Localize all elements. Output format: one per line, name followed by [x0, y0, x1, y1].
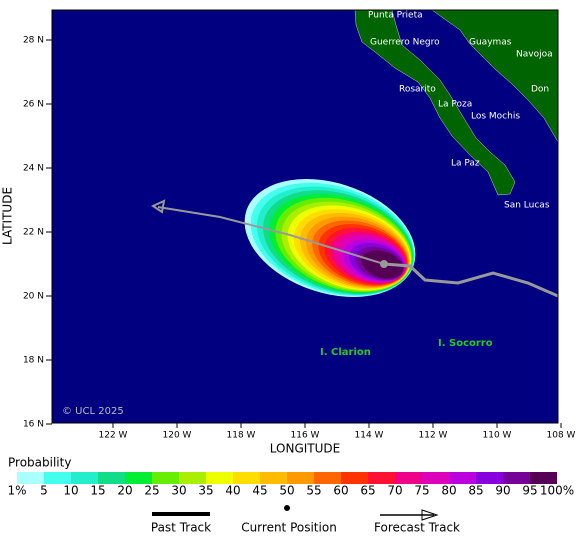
legend-label: 15 [90, 484, 105, 498]
current-position [380, 260, 388, 268]
legend-label: 55 [306, 484, 321, 498]
labels: Punta Prieta Guerrero Negro Guaymas Navo… [1, 11, 553, 535]
legend-label: 95 [522, 484, 537, 498]
legend-swatch [233, 472, 260, 484]
lon-tick-label: 112 W [419, 431, 448, 441]
key-current: Current Position [241, 521, 337, 535]
legend-label: 30 [171, 484, 186, 498]
legend-label: 65 [360, 484, 375, 498]
legend-label: 100% [540, 484, 574, 498]
island: I. Socorro [438, 338, 493, 349]
legend-swatch [476, 472, 503, 484]
legend-swatch [44, 472, 71, 484]
legend-label: 80 [441, 484, 456, 498]
y-axis-label: LATITUDE [1, 187, 15, 245]
legend-swatch [395, 472, 422, 484]
legend-label: 85 [468, 484, 483, 498]
legend-swatch [368, 472, 395, 484]
legend-label: 5 [40, 484, 48, 498]
lon-tick-label: 108 W [547, 431, 576, 441]
legend-title: Probability [8, 456, 71, 470]
key-past: Past Track [151, 521, 211, 535]
forecast-track [157, 206, 385, 265]
forecast-arrow [150, 199, 166, 214]
place: Los Mochis [471, 112, 520, 122]
place: La Poza [438, 100, 472, 110]
island: I. Clarion [320, 347, 371, 358]
legend-label: 70 [387, 484, 402, 498]
place: Don [531, 85, 549, 95]
legend-swatch [314, 472, 341, 484]
legend-label: 20 [117, 484, 132, 498]
legend-swatch [422, 472, 449, 484]
place: Punta Prieta [368, 11, 423, 21]
legend-swatch [260, 472, 287, 484]
legend-swatch [503, 472, 530, 484]
lat-tick-label: 26 N [23, 100, 44, 110]
place: Navojoa [516, 50, 553, 60]
credit: © UCL 2025 [62, 406, 124, 417]
legend-swatch [71, 472, 98, 484]
legend-label: 25 [144, 484, 159, 498]
legend-swatch [152, 472, 179, 484]
legend-swatch [287, 472, 314, 484]
legend-label: 35 [198, 484, 213, 498]
legend-label: 50 [279, 484, 294, 498]
legend-swatch [206, 472, 233, 484]
legend-swatch [341, 472, 368, 484]
legend-label: 45 [252, 484, 267, 498]
lat-tick-label: 20 N [23, 292, 44, 302]
lon-tick-label: 122 W [99, 431, 128, 441]
legend-label: 10 [63, 484, 78, 498]
legend-label: 40 [225, 484, 240, 498]
legend-swatch [125, 472, 152, 484]
legend-swatch [530, 472, 557, 484]
key-current-dot [284, 505, 290, 511]
past-track [383, 262, 559, 298]
lat-tick-label: 24 N [23, 164, 44, 174]
lat-tick-label: 16 N [23, 420, 44, 430]
lat-tick-label: 22 N [23, 228, 44, 238]
legend-label: 90 [495, 484, 510, 498]
probability-swath [244, 179, 416, 297]
legend-swatch [17, 472, 44, 484]
place: La Paz [451, 159, 480, 169]
lon-tick-label: 116 W [291, 431, 320, 441]
key-forecast-arrow [421, 509, 439, 521]
lat-tick-label: 28 N [23, 36, 44, 46]
key-forecast: Forecast Track [374, 521, 460, 535]
lon-tick-label: 118 W [227, 431, 256, 441]
lat-tick-label: 18 N [23, 356, 44, 366]
legend-swatch [98, 472, 125, 484]
x-axis-label: LONGITUDE [270, 442, 340, 456]
lon-tick-label: 120 W [163, 431, 192, 441]
place: San Lucas [504, 201, 550, 211]
place: Guerrero Negro [370, 38, 440, 48]
lon-tick-label: 110 W [483, 431, 512, 441]
legend-label: 1% [7, 484, 26, 498]
place: Rosarito [399, 85, 436, 95]
legend-swatch [179, 472, 206, 484]
place: Guaymas [469, 38, 512, 48]
legend-swatch [449, 472, 476, 484]
lon-tick-label: 114 W [355, 431, 384, 441]
baja-land [354, 9, 516, 196]
legend-label: 60 [333, 484, 348, 498]
legend-label: 75 [414, 484, 429, 498]
